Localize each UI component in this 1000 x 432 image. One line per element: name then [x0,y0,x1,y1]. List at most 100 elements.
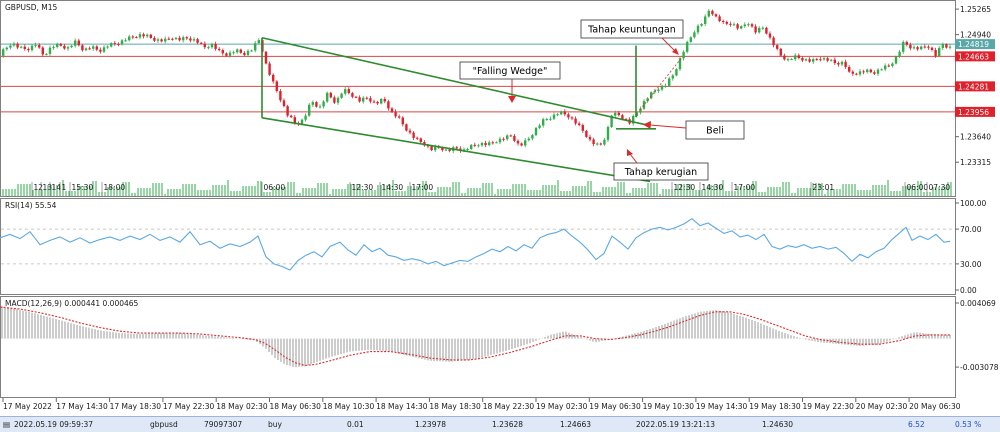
rsi-title: RSI(14) 55.54 [5,201,57,210]
candle-body [383,98,386,102]
candle-body [768,33,772,38]
candle-body [725,21,728,24]
candle-body [686,41,689,52]
candle-body [801,58,804,61]
candle-body [354,96,358,98]
candle-body [538,125,541,128]
candle-body [689,37,692,42]
candle-body [779,48,782,56]
macd-axis: 0.004069 -0.003078 [955,299,999,372]
candle-body [495,142,498,144]
stop-callout-text: Tahap kerugian [624,167,697,178]
candle-body [621,115,624,119]
falling-wedge [261,36,683,183]
candle-body [146,34,149,37]
candle-body [812,59,815,62]
candle-body [765,27,768,34]
candle-body [326,92,329,102]
session-markers: 12 13 14 1 15:30 18:00 06:00 12:30 14:30 17:00 12:… [31,182,950,196]
candle-body [279,91,282,101]
time-tick-label: 17 May 2022 [3,402,52,411]
candle-body [570,117,574,119]
candle-body [164,38,167,42]
trade-row-icon: ▤ [3,420,11,429]
candle-body [59,43,62,46]
candle-body [776,45,779,49]
candle-body [527,138,530,141]
price-panel[interactable] [0,0,956,197]
candle-body [473,144,476,146]
candle-body [444,149,448,151]
candle-body [210,43,214,48]
macd-panel[interactable] [0,296,956,398]
trade-history-bar[interactable]: ▤ 2022.05.19 09:59:37 gbpusd 79097307 bu… [0,416,1000,432]
candle-body [794,55,797,60]
session-marker-label: 17:00 [734,183,756,192]
candle-body [70,45,73,48]
candle-body [84,48,88,51]
candle-body [711,10,714,15]
session-marker-label: 06:00 [907,183,929,192]
rsi-tick-label: 0.00 [960,286,977,295]
candle-body [77,40,80,46]
candle-body [308,104,311,116]
candle-body [110,43,113,47]
candle-body [650,92,653,99]
candle-body [135,37,138,39]
macd-signal-line [0,306,950,367]
candle-body [524,140,527,146]
candle-body [362,97,365,102]
candle-body [365,97,368,99]
candle-body [642,101,646,109]
candle-body [588,136,592,140]
price-tick-label: 1.23315 [960,158,991,167]
candle-body [772,37,775,46]
level-tag [955,81,995,92]
candle-body [455,147,458,149]
candle-body [351,93,354,97]
candle-body [639,108,642,113]
session-marker-label: 12:30 [674,183,696,192]
candle-body [678,58,682,70]
candle-body [840,61,844,65]
candle-body [632,115,635,124]
level-tag [955,51,995,62]
level-tag-text: 1.24663 [958,52,989,61]
candle-body [394,111,397,117]
trade-close-time: 2022.05.19 13:21:13 [636,420,716,429]
candle-body [92,46,95,49]
candle-body [873,72,876,74]
candle-body [293,117,296,123]
candle-body [171,38,174,40]
wedge-lower-line [261,117,651,183]
candle-body [549,118,552,120]
candle-body [214,43,217,49]
time-tick-label: 18 May 06:30 [270,402,322,411]
time-tick-label: 19 May 02:30 [536,402,588,411]
candle-body [27,48,30,51]
candle-body [45,53,48,55]
session-marker-label: 14:30 [382,183,404,192]
candle-body [923,46,926,48]
candle-body [88,48,91,50]
candle-body [603,139,606,145]
candle-body [830,59,833,61]
trade-stop-loss: 1.23628 [492,420,524,429]
candle-body [498,138,502,143]
rsi-panel[interactable] [0,198,956,295]
candle-body [268,63,271,75]
candlesticks [2,8,952,154]
candle-body [858,71,862,75]
candle-body [174,37,178,40]
candle-body [783,55,786,60]
candle-body [574,118,577,124]
candle-body [707,10,710,17]
wedge-callout: "Falling Wedge" [459,61,561,103]
level-tag-text: 1.24281 [958,82,989,91]
time-tick-label: 17 May 14:30 [56,402,108,411]
price-tick-label: 1.23640 [960,133,991,142]
profit-callout-text: Tahap keuntungan [587,25,676,36]
session-marker-label: 13 [43,183,53,192]
trade-percent: 0.53 % [955,420,982,429]
buy-arrow-head [643,121,651,129]
